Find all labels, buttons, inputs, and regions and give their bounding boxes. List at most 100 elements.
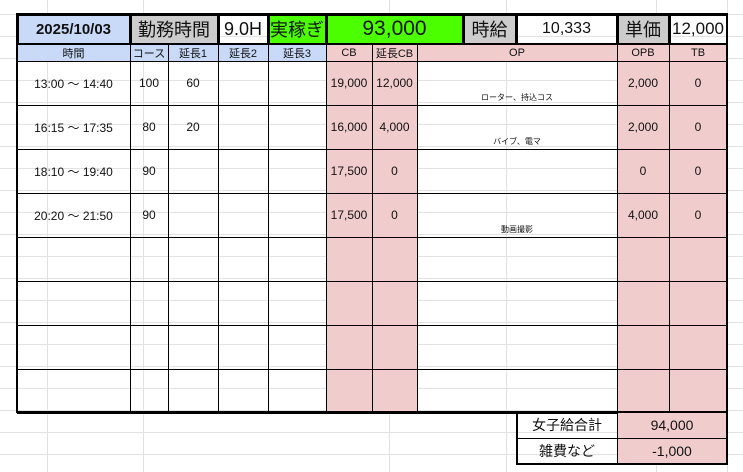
cell-tb[interactable]: 0 [668, 104, 728, 150]
cell-tb[interactable] [668, 236, 728, 282]
cell-opb[interactable]: 2,000 [616, 60, 670, 106]
cell-ext2[interactable] [217, 148, 269, 194]
cell-op[interactable] [416, 236, 618, 282]
cell-ext1[interactable] [167, 280, 219, 326]
cell-ext1[interactable]: 60 [167, 60, 219, 106]
cell-op[interactable] [416, 368, 618, 414]
cell-course[interactable]: 100 [129, 60, 169, 106]
cell-ext1[interactable] [167, 236, 219, 282]
cell-time[interactable]: 20:20 ～ 21:50 [16, 192, 131, 238]
cell-cb[interactable] [325, 280, 373, 326]
cell-ext2[interactable] [217, 368, 269, 414]
cell-opb[interactable]: 4,000 [616, 192, 670, 238]
cell-op[interactable]: バイブ、電マ [416, 104, 618, 150]
hourly-value[interactable]: 10,333 [515, 13, 618, 45]
date-cell[interactable]: 2025/10/03 [16, 13, 131, 45]
cell-ext-cb[interactable]: 0 [371, 148, 418, 194]
cell-time[interactable]: 13:00 ～ 14:40 [16, 60, 131, 106]
cell-ext-cb[interactable] [371, 236, 418, 282]
col-header-tb[interactable]: TB [668, 43, 728, 62]
expenses-value[interactable]: -1,000 [616, 437, 728, 465]
cell-ext3[interactable] [267, 368, 327, 414]
earnings-label[interactable]: 実稼ぎ [267, 13, 327, 45]
cell-ext3[interactable] [267, 192, 327, 238]
cell-time[interactable]: 16:15 ～ 17:35 [16, 104, 131, 150]
cell-course[interactable]: 90 [129, 148, 169, 194]
cell-ext3[interactable] [267, 60, 327, 106]
cell-ext3[interactable] [267, 148, 327, 194]
cell-tb[interactable] [668, 280, 728, 326]
cell-ext3[interactable] [267, 324, 327, 370]
cell-cb[interactable] [325, 324, 373, 370]
cell-cb[interactable]: 19,000 [325, 60, 373, 106]
cell-ext1[interactable] [167, 192, 219, 238]
cell-ext2[interactable] [217, 280, 269, 326]
cell-ext3[interactable] [267, 280, 327, 326]
cell-tb[interactable] [668, 368, 728, 414]
cell-ext1[interactable] [167, 148, 219, 194]
work-hours-label[interactable]: 勤務時間 [129, 13, 219, 45]
girl-total-value[interactable]: 94,000 [616, 411, 728, 439]
work-hours-value[interactable]: 9.0H [217, 13, 269, 45]
earnings-value[interactable]: 93,000 [325, 13, 464, 45]
cell-ext-cb[interactable] [371, 368, 418, 414]
cell-opb[interactable] [616, 324, 670, 370]
cell-cb[interactable]: 17,500 [325, 148, 373, 194]
unit-price-label[interactable]: 単価 [616, 13, 670, 45]
col-header-cb[interactable]: CB [325, 43, 373, 62]
cell-ext2[interactable] [217, 324, 269, 370]
cell-time[interactable] [16, 324, 131, 370]
cell-op[interactable] [416, 148, 618, 194]
cell-ext-cb[interactable]: 4,000 [371, 104, 418, 150]
cell-ext1[interactable] [167, 324, 219, 370]
col-header-op[interactable]: OP [416, 43, 618, 62]
cell-time[interactable] [16, 368, 131, 414]
cell-op[interactable] [416, 280, 618, 326]
cell-ext2[interactable] [217, 104, 269, 150]
cell-ext2[interactable] [217, 236, 269, 282]
cell-ext2[interactable] [217, 192, 269, 238]
cell-cb[interactable] [325, 236, 373, 282]
cell-course[interactable]: 90 [129, 192, 169, 238]
cell-course[interactable] [129, 236, 169, 282]
cell-op[interactable] [416, 324, 618, 370]
col-header-ext-cb[interactable]: 延長CB [371, 43, 418, 62]
cell-opb[interactable] [616, 236, 670, 282]
col-header-ext1[interactable]: 延長1 [167, 43, 219, 62]
cell-ext-cb[interactable]: 0 [371, 192, 418, 238]
cell-opb[interactable]: 2,000 [616, 104, 670, 150]
expenses-label[interactable]: 雑費など [516, 437, 618, 465]
col-header-opb[interactable]: OPB [616, 43, 670, 62]
cell-ext3[interactable] [267, 236, 327, 282]
unit-price-value[interactable]: 12,000 [668, 13, 728, 45]
cell-ext1[interactable] [167, 368, 219, 414]
cell-course[interactable] [129, 280, 169, 326]
cell-tb[interactable] [668, 324, 728, 370]
girl-total-label[interactable]: 女子給合計 [516, 411, 618, 439]
cell-ext3[interactable] [267, 104, 327, 150]
cell-tb[interactable]: 0 [668, 192, 728, 238]
cell-opb[interactable] [616, 280, 670, 326]
col-header-ext3[interactable]: 延長3 [267, 43, 327, 62]
cell-ext-cb[interactable]: 12,000 [371, 60, 418, 106]
cell-tb[interactable]: 0 [668, 60, 728, 106]
cell-ext-cb[interactable] [371, 324, 418, 370]
cell-course[interactable] [129, 368, 169, 414]
cell-op[interactable]: 動画撮影 [416, 192, 618, 238]
cell-time[interactable] [16, 236, 131, 282]
col-header-time[interactable]: 時間 [16, 43, 131, 62]
cell-course[interactable] [129, 324, 169, 370]
cell-opb[interactable]: 0 [616, 148, 670, 194]
cell-op[interactable]: ローター、持込コス [416, 60, 618, 106]
hourly-label[interactable]: 時給 [462, 13, 517, 45]
cell-cb[interactable]: 17,500 [325, 192, 373, 238]
cell-cb[interactable] [325, 368, 373, 414]
cell-ext1[interactable]: 20 [167, 104, 219, 150]
cell-course[interactable]: 80 [129, 104, 169, 150]
cell-ext-cb[interactable] [371, 280, 418, 326]
cell-time[interactable]: 18:10 ～ 19:40 [16, 148, 131, 194]
cell-time[interactable] [16, 280, 131, 326]
cell-opb[interactable] [616, 368, 670, 414]
col-header-ext2[interactable]: 延長2 [217, 43, 269, 62]
cell-tb[interactable]: 0 [668, 148, 728, 194]
